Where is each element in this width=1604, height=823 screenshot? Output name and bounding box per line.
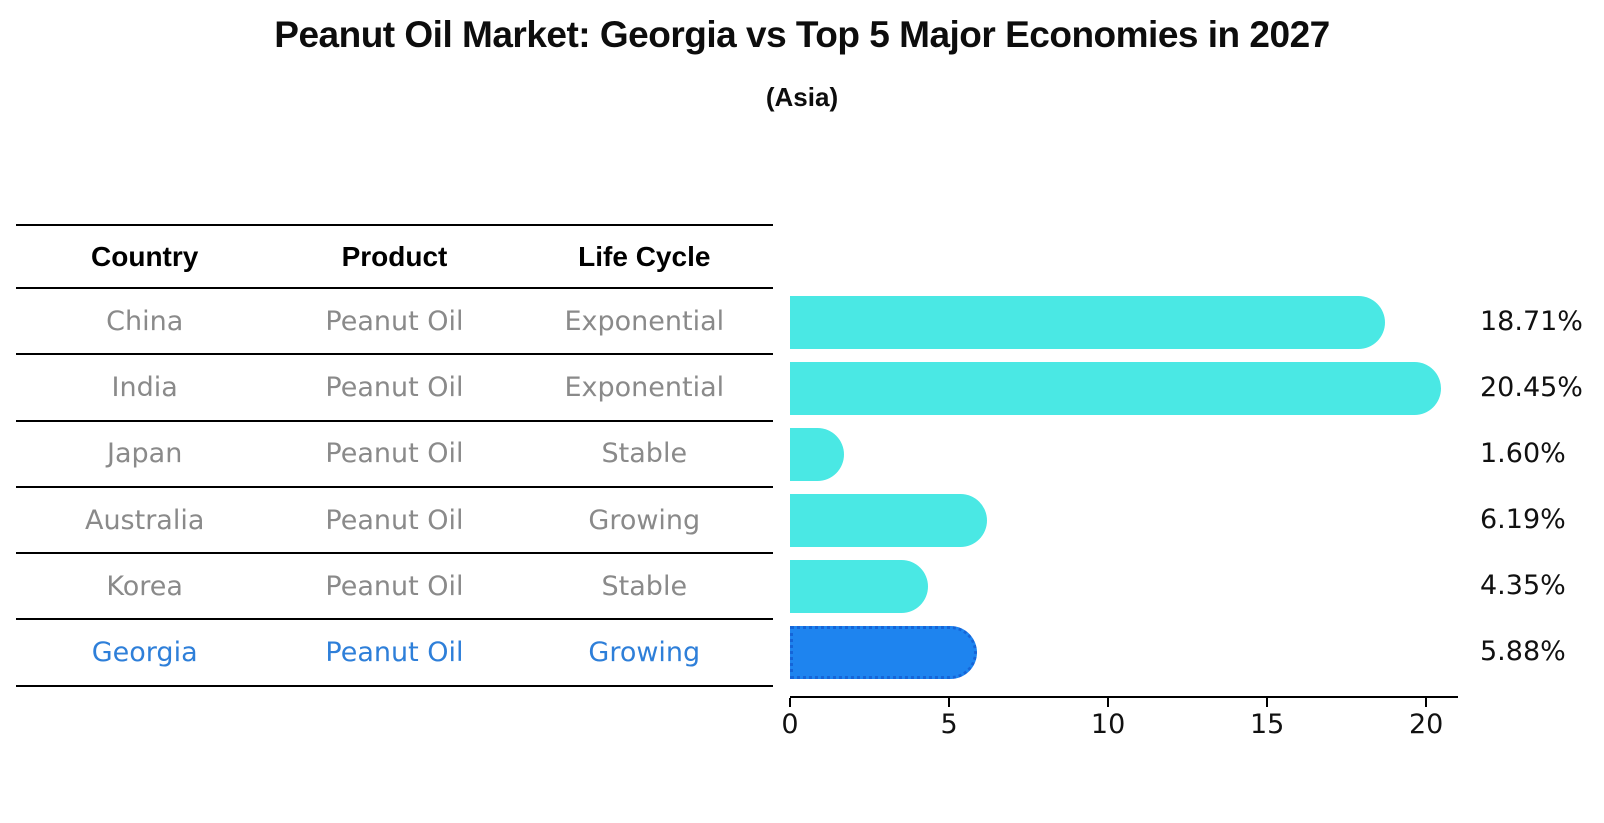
table-row-japan: Japan Peanut Oil Stable (16, 422, 773, 488)
product-cell: Peanut Oil (325, 570, 464, 602)
country-cell: Japan (107, 438, 183, 470)
chart-title: Peanut Oil Market: Georgia vs Top 5 Majo… (274, 14, 1330, 55)
product-cell: Peanut Oil (325, 438, 464, 470)
lifecycle-cell: Stable (601, 570, 688, 602)
x-axis-tick-label-20: 20 (1409, 709, 1444, 740)
value-label-china: 18.71% (1480, 306, 1583, 337)
x-axis-tick-0 (789, 698, 791, 707)
value-label-japan: 1.60% (1480, 438, 1566, 469)
lifecycle-cell: Growing (588, 504, 701, 536)
bar-korea (790, 559, 929, 613)
table-row-china: China Peanut Oil Exponential (16, 289, 773, 356)
x-axis-tick-label-10: 10 (1090, 709, 1126, 740)
table-row-australia: Australia Peanut Oil Growing (16, 488, 773, 555)
bar-australia (790, 493, 987, 547)
x-axis-tick-5 (948, 698, 951, 707)
table-header-row: Country Product Life Cycle (16, 224, 773, 289)
chart-subtitle: (Asia) (765, 82, 839, 112)
lifecycle-cell: Exponential (564, 305, 725, 337)
lifecycle-cell: Growing (588, 637, 701, 669)
bar-georgia (790, 625, 978, 679)
x-axis-tick-20 (1425, 698, 1428, 707)
table-header-lifecycle: Life Cycle (578, 240, 711, 272)
lifecycle-cell: Exponential (564, 371, 725, 403)
product-cell: Peanut Oil (325, 371, 464, 403)
table-row-india: India Peanut Oil Exponential (16, 355, 773, 422)
country-cell: Korea (106, 570, 183, 602)
country-cell: Australia (84, 504, 205, 536)
value-label-australia: 6.19% (1480, 504, 1566, 535)
value-label-georgia: 5.88% (1480, 636, 1566, 667)
product-cell: Peanut Oil (325, 637, 464, 669)
table-header-country: Country (91, 240, 199, 272)
product-cell: Peanut Oil (325, 504, 464, 536)
x-axis-tick-15 (1266, 698, 1269, 707)
data-table: Country Product Life Cycle China Peanut O… (16, 224, 773, 687)
table-row-georgia: Georgia Peanut Oil Growing (16, 620, 773, 687)
country-cell: China (106, 305, 184, 337)
country-cell: India (111, 371, 178, 403)
table-row-korea: Korea Peanut Oil Stable (16, 554, 773, 621)
table-body: China Peanut Oil Exponential India Peanut Oi… (16, 289, 773, 687)
x-axis-tick-label-0: 0 (781, 709, 799, 740)
lifecycle-cell: Stable (601, 438, 688, 470)
bar-india (790, 361, 1441, 415)
x-axis-line (790, 696, 1458, 698)
x-axis-tick-10 (1107, 698, 1110, 707)
product-cell: Peanut Oil (325, 305, 464, 337)
country-cell: Georgia (91, 637, 198, 669)
bar-china (790, 295, 1386, 349)
x-axis-tick-label-15: 15 (1249, 709, 1285, 740)
bar-japan (790, 427, 844, 481)
x-axis-tick-label-5: 5 (940, 709, 958, 740)
value-label-korea: 4.35% (1480, 570, 1566, 601)
table-header-product: Product (341, 240, 448, 272)
value-label-india: 20.45% (1480, 372, 1583, 403)
